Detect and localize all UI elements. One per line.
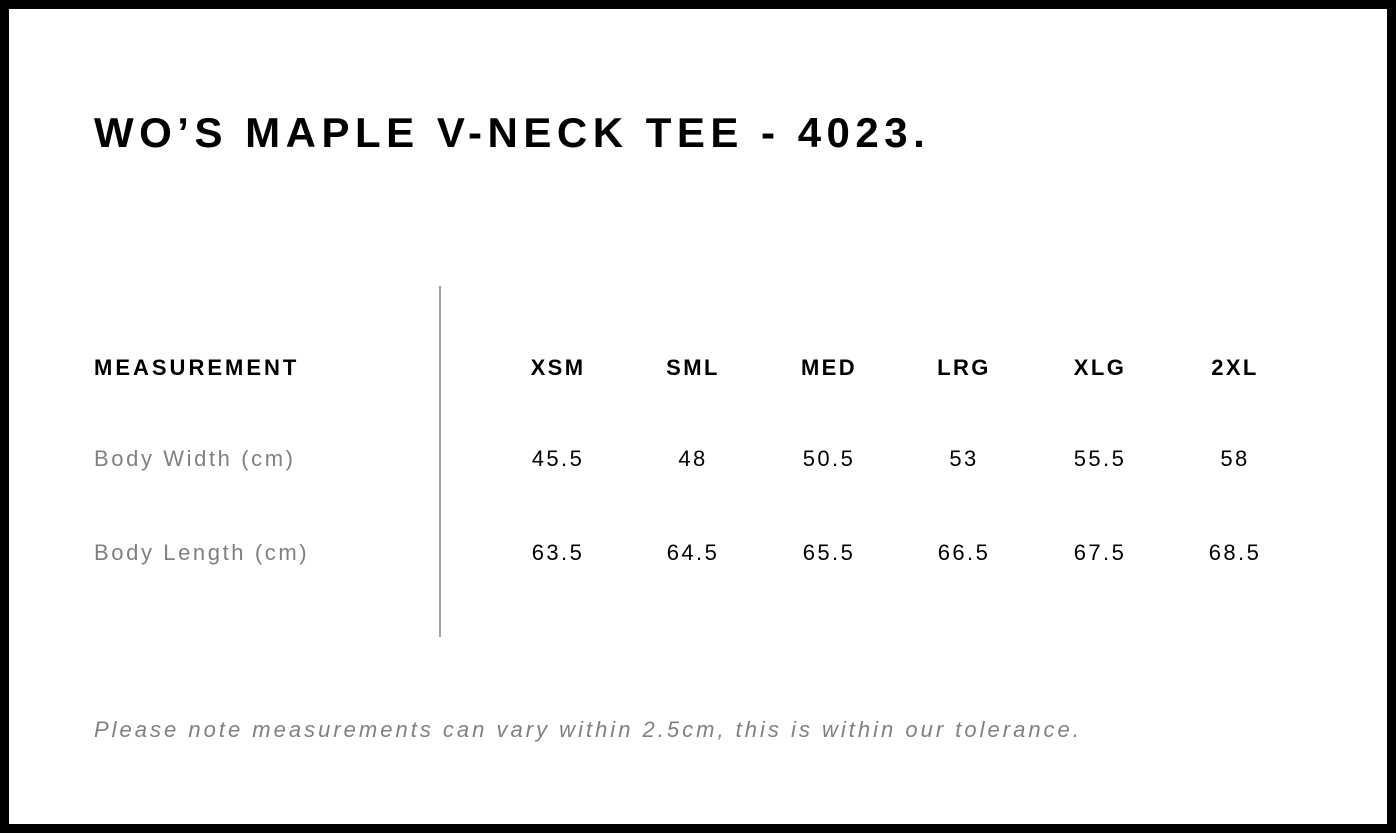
table-cell: 45.5 [531,446,585,471]
table-cell: 58 [1220,446,1250,471]
table-cell: 66.5 [937,540,991,565]
table-cell: 53 [949,446,979,471]
table-cell: 55.5 [1073,446,1127,471]
row-label: Body Length (cm) [94,540,310,565]
row-label: Body Width (cm) [94,446,296,471]
table-cell: 50.5 [802,446,856,471]
table-cell: 64.5 [666,540,720,565]
table-cell: 68.5 [1208,540,1262,565]
size-header-xsm: XSM [530,355,586,380]
size-header-sml: SML [666,355,720,380]
size-header-med: MED [800,355,858,380]
tolerance-note: Please note measurements can vary within… [94,717,1082,742]
column-divider [439,286,441,637]
table-cell: 48 [678,446,708,471]
size-header-lrg: LRG [937,355,991,380]
size-chart-page: WO’S MAPLE V-NECK TEE - 4023. MEASUREMEN… [9,9,1387,824]
page-title: WO’S MAPLE V-NECK TEE - 4023. [94,109,931,156]
header-measurement: MEASUREMENT [94,355,300,380]
size-header-xlg: XLG [1073,355,1127,380]
table-cell: 67.5 [1073,540,1127,565]
table-cell: 63.5 [531,540,585,565]
table-cell: 65.5 [802,540,856,565]
size-header-2xl: 2XL [1211,355,1259,380]
